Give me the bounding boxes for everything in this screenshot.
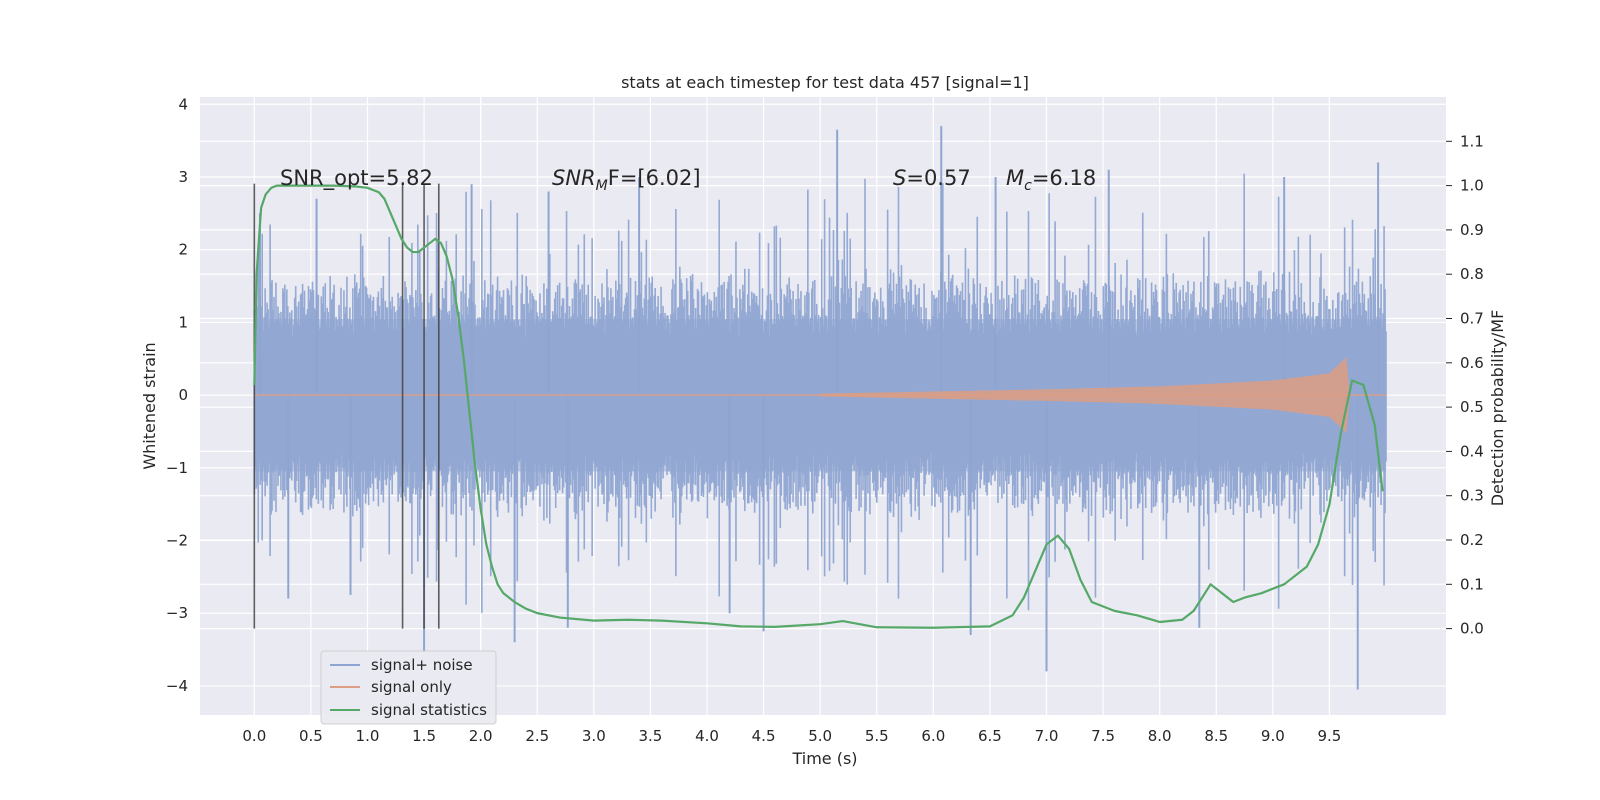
annotation-snr-mf-sub: M [596,178,608,194]
y-tick-label: 1 [178,313,188,331]
y-tick-labels: 4 3 2 1 0 −1 −2 −3 −4 [166,95,188,695]
y2-tick-label: 0.7 [1460,310,1484,328]
x-tick-label: 8.0 [1148,727,1172,745]
annotation-snr-mf-rest: F=[6.02] [608,166,701,190]
legend-label-signal-only: signal only [371,678,452,696]
x-tick-label: 4.0 [695,727,719,745]
y2-tick-label: 1.1 [1460,132,1484,150]
x-tick-label: 2.5 [525,727,549,745]
y2-tick-label: 0.0 [1460,620,1484,638]
x-tick-label: 6.5 [978,727,1002,745]
legend-box [320,650,497,725]
chart-title: stats at each timestep for test data 457… [621,73,1029,92]
y-tick-label: 3 [178,168,188,186]
y-tick-label: −1 [166,459,188,477]
x-tick-label: 1.5 [412,727,436,745]
y-tick-label: 0 [178,386,188,404]
y2-tick-label: 0.8 [1460,265,1484,283]
y-tick-label: −3 [166,604,188,622]
annotation-mc-rest: =6.18 [1032,166,1096,190]
legend-label-signal-statistics: signal statistics [371,701,487,719]
y2-tick-label: 0.4 [1460,442,1484,460]
y-axis-title: Whitened strain [140,342,159,469]
y2-axis-title: Detection probability/MF [1488,310,1507,507]
y-tick-label: −2 [166,532,188,550]
x-tick-label: 0.0 [242,727,266,745]
x-tick-label: 3.0 [582,727,606,745]
annotation-mc-label: M [1006,166,1024,190]
x-tick-label: 9.5 [1318,727,1342,745]
legend: signal+ noise signal only signal statist… [320,650,497,725]
x-tick-label: 1.0 [356,727,380,745]
annotation-s: S=0.57 [893,166,971,190]
x-tick-label: 9.0 [1261,727,1285,745]
y2-tick-label: 0.1 [1460,575,1484,593]
x-tick-label: 7.5 [1091,727,1115,745]
x-tick-label: 3.5 [638,727,662,745]
legend-label-signal-plus-noise: signal+ noise [371,656,473,674]
x-tick-label: 2.0 [469,727,493,745]
annotation-snr-mf-label: SNR [552,166,596,190]
x-axis-title: Time (s) [791,749,857,768]
y2-tick-label: 0.9 [1460,221,1484,239]
annotation-s-rest: =0.57 [906,166,970,190]
y2-tick-label: 0.3 [1460,487,1484,505]
y2-tick-label: 0.2 [1460,531,1484,549]
x-tick-label: 5.5 [865,727,889,745]
y2-tick-label: 1.0 [1460,177,1484,195]
x-tick-label: 7.0 [1035,727,1059,745]
series-signal-statistics [253,184,1384,629]
annotation-s-label: S [893,166,906,190]
annotation-snr-mf: SNRMF=[6.02] [552,166,701,194]
vertical-markers [253,183,440,629]
x-tick-label: 8.5 [1204,727,1228,745]
x-tick-label: 5.0 [808,727,832,745]
x-tick-labels: 0.0 0.5 1.0 1.5 2.0 2.5 3.0 3.5 4.0 4.5 5.0 5.5 6.0 6… [242,727,1341,745]
y-tick-label: 4 [178,95,188,113]
x-tick-label: 6.0 [921,727,945,745]
signal-envelope [820,357,1387,433]
y-tick-label: −4 [166,677,188,695]
x-tick-label: 4.5 [752,727,776,745]
series-signal-only [254,357,1387,433]
y-tick-label: 2 [178,241,188,259]
y2-tick-label: 0.6 [1460,354,1484,372]
y2-tick-labels: 1.1 1.0 0.9 0.8 0.7 0.6 0.5 0.4 0.3 0.2 0.1 0.0 [1460,132,1484,637]
annotation-mc: Mc=6.18 [1006,166,1096,194]
annotation-mc-sub: c [1024,178,1032,194]
statistics-line [253,184,1384,629]
x-tick-label: 0.5 [299,727,323,745]
y2-tick-label: 0.5 [1460,398,1484,416]
annotation-snr-opt: SNR_opt=5.82 [280,166,433,191]
